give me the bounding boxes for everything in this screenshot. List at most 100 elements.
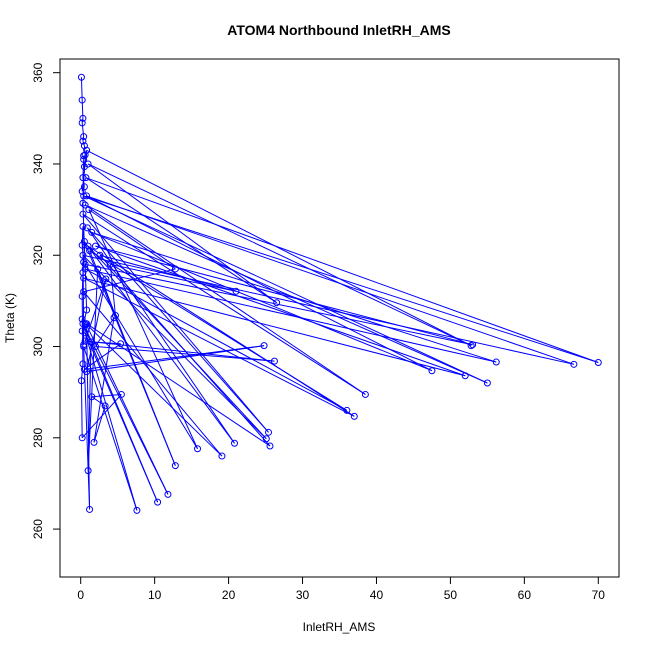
series-segment — [109, 264, 116, 316]
data-point — [273, 299, 281, 307]
series-segment — [86, 195, 575, 365]
data-point — [469, 341, 477, 349]
data-point — [570, 360, 578, 368]
series-segment — [84, 264, 198, 450]
data-point — [83, 192, 91, 200]
data-point — [80, 238, 88, 246]
data-point — [79, 222, 87, 230]
series-segment — [86, 227, 235, 444]
data-point — [91, 242, 99, 250]
y-axis-label: Theta (K) — [3, 293, 17, 343]
series-segment — [84, 278, 107, 342]
data-point — [79, 269, 87, 277]
series-segment — [93, 405, 106, 443]
x-axis-label: InletRH_AMS — [303, 620, 376, 634]
data-point — [81, 337, 89, 345]
series-segment — [85, 177, 599, 363]
data-point — [80, 341, 88, 349]
chart-title: ATOM4 Northbound InletRH_AMS — [227, 22, 450, 38]
data-point — [361, 390, 369, 398]
series-segment — [84, 268, 348, 411]
data-point — [80, 155, 88, 163]
data-point — [83, 224, 91, 232]
data-point — [79, 251, 87, 259]
y-tick-label: 260 — [31, 519, 45, 539]
x-tick-label: 0 — [77, 588, 84, 602]
data-point — [78, 119, 86, 127]
x-tick-label: 20 — [222, 588, 236, 602]
series-segment — [88, 209, 176, 270]
series-segment — [87, 268, 99, 471]
x-tick-label: 50 — [444, 588, 458, 602]
x-tick-label: 10 — [148, 588, 162, 602]
series-segment — [83, 277, 355, 417]
series-segment — [110, 263, 237, 292]
series-segment — [91, 231, 497, 363]
series-segment — [85, 323, 223, 457]
data-point — [77, 377, 85, 385]
data-point — [133, 506, 141, 514]
series-segment — [82, 254, 575, 365]
series-segment — [81, 394, 122, 439]
series-segment — [86, 149, 472, 347]
x-tick-label: 40 — [370, 588, 384, 602]
data-point — [171, 265, 179, 273]
x-tick-label: 60 — [518, 588, 532, 602]
data-point — [101, 402, 109, 410]
data-point — [80, 133, 88, 141]
data-point — [171, 462, 179, 470]
data-point — [231, 439, 239, 447]
data-point — [86, 247, 94, 255]
data-point — [78, 241, 86, 249]
series-segment — [82, 136, 85, 142]
series-segment — [81, 309, 88, 332]
data-point — [78, 292, 86, 300]
data-point — [350, 412, 358, 420]
data-point — [80, 163, 88, 171]
data-point — [80, 152, 88, 160]
data-point — [79, 137, 87, 145]
data-point — [117, 340, 125, 348]
data-point — [84, 467, 92, 475]
series-segment — [86, 195, 433, 372]
series-segment — [83, 291, 223, 457]
series-segment — [86, 323, 91, 510]
data-point — [81, 151, 89, 159]
series-segment — [82, 203, 88, 311]
data-point — [265, 428, 273, 436]
data-point — [467, 342, 475, 350]
series-segment — [87, 163, 472, 347]
y-tick-label: 280 — [31, 427, 45, 447]
y-tick-label: 340 — [31, 154, 45, 174]
data-point — [94, 265, 102, 273]
data-point — [88, 393, 96, 401]
series-segment — [91, 231, 433, 372]
data-point — [483, 379, 491, 387]
data-point — [461, 372, 469, 380]
data-point — [194, 445, 202, 453]
data-point — [78, 315, 86, 323]
series-segment — [84, 204, 488, 384]
y-tick-label: 360 — [31, 62, 45, 82]
data-point — [154, 498, 162, 506]
series-segment — [86, 323, 271, 447]
data-point — [83, 306, 91, 314]
series-segment — [82, 166, 85, 204]
y-tick-label: 320 — [31, 245, 45, 265]
data-point — [81, 321, 89, 329]
series-segment — [80, 380, 83, 438]
series-segment — [87, 163, 277, 304]
series-segment — [83, 277, 466, 377]
series-segment — [99, 254, 271, 447]
data-point — [90, 438, 98, 446]
data-point — [343, 406, 351, 414]
series-segment — [80, 77, 83, 101]
series-segment — [95, 346, 275, 362]
data-point — [79, 360, 87, 368]
series-segment — [83, 268, 176, 293]
series-segment — [84, 204, 366, 395]
data-point — [594, 358, 602, 366]
series-segment — [82, 140, 85, 146]
series-segment — [91, 393, 122, 398]
